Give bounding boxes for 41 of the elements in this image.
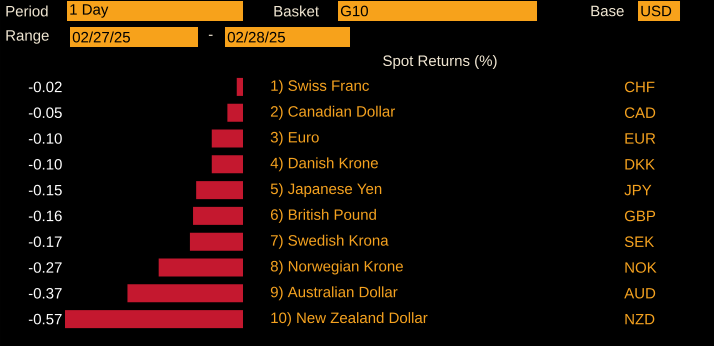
text: CHF <box>624 82 654 92</box>
text: 1 Day <box>70 4 108 18</box>
text: DKK <box>625 159 655 170</box>
text: AUD <box>624 288 656 299</box>
data-label: -0.27 <box>28 262 62 273</box>
text: G10 <box>340 6 368 16</box>
data-label: -0.05 <box>28 107 62 118</box>
text: JPY <box>624 184 652 196</box>
data-label: -0.02 <box>28 82 62 92</box>
y-tick-label: 10) New Zealand Dollar <box>271 312 428 326</box>
text: Period <box>6 5 48 16</box>
text: - <box>208 34 213 36</box>
y-tick-label: 4) Danish Krone <box>270 157 378 172</box>
text: EUR <box>625 133 656 144</box>
text: 02/27/25 <box>72 31 130 42</box>
text: USD <box>641 6 672 16</box>
y-tick-label: 6) British Pound <box>270 208 376 223</box>
text: NZD <box>625 314 654 324</box>
text: GBP <box>624 210 656 222</box>
data-label: -0.10 <box>28 158 62 170</box>
data-label: -0.10 <box>28 133 62 144</box>
y-tick-label: 8) Norwegian Krone <box>270 260 403 274</box>
text: 02/28/25 <box>228 31 285 42</box>
text: Range <box>6 30 49 44</box>
y-tick-label: 2) Canadian Dollar <box>270 106 395 120</box>
y-tick-label: 3) Euro <box>270 132 319 146</box>
data-label: -0.37 <box>28 288 62 299</box>
text: Spot Returns (%) <box>383 55 497 69</box>
data-label: -0.15 <box>28 184 62 196</box>
text: SEK <box>624 236 654 248</box>
y-tick-label: 7) Swedish Krona <box>270 234 389 249</box>
y-tick-label: 1) Swiss Franc <box>271 80 369 94</box>
text: Base <box>591 6 624 16</box>
text: Basket <box>274 5 319 16</box>
data-label: -0.16 <box>28 210 62 222</box>
text: NOK <box>625 262 657 273</box>
text: CAD <box>624 107 656 118</box>
data-label: -0.57 <box>28 314 62 324</box>
data-label: -0.17 <box>28 236 62 248</box>
y-tick-label: 9) Australian Dollar <box>270 286 398 300</box>
y-tick-label: 5) Japanese Yen <box>270 183 382 198</box>
